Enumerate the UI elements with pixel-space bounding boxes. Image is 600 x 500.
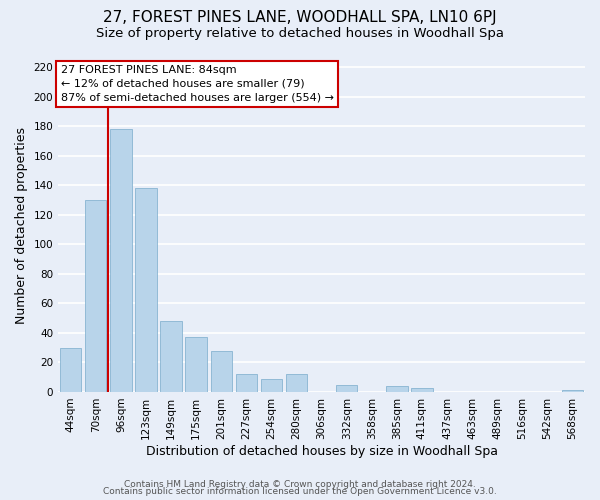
Bar [386, 386, 407, 392]
Bar [261, 378, 282, 392]
Bar [60, 348, 82, 392]
Text: Size of property relative to detached houses in Woodhall Spa: Size of property relative to detached ho… [96, 28, 504, 40]
Bar [562, 390, 583, 392]
Y-axis label: Number of detached properties: Number of detached properties [15, 128, 28, 324]
Text: 27 FOREST PINES LANE: 84sqm
← 12% of detached houses are smaller (79)
87% of sem: 27 FOREST PINES LANE: 84sqm ← 12% of det… [61, 65, 334, 103]
X-axis label: Distribution of detached houses by size in Woodhall Spa: Distribution of detached houses by size … [146, 444, 497, 458]
Bar [211, 350, 232, 392]
Bar [411, 388, 433, 392]
Text: Contains HM Land Registry data © Crown copyright and database right 2024.: Contains HM Land Registry data © Crown c… [124, 480, 476, 489]
Bar [286, 374, 307, 392]
Bar [236, 374, 257, 392]
Bar [136, 188, 157, 392]
Text: 27, FOREST PINES LANE, WOODHALL SPA, LN10 6PJ: 27, FOREST PINES LANE, WOODHALL SPA, LN1… [103, 10, 497, 25]
Bar [185, 338, 207, 392]
Bar [85, 200, 106, 392]
Bar [160, 321, 182, 392]
Text: Contains public sector information licensed under the Open Government Licence v3: Contains public sector information licen… [103, 487, 497, 496]
Bar [110, 130, 131, 392]
Bar [336, 384, 358, 392]
